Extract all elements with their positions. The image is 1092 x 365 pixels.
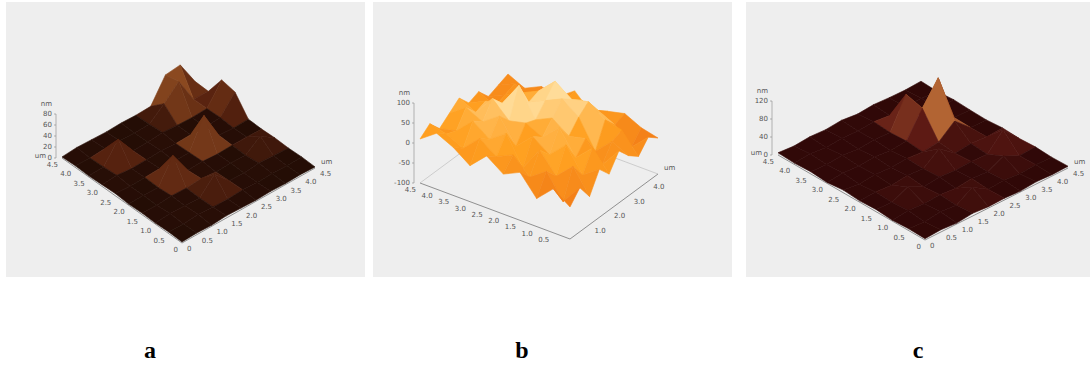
svg-text:1.0: 1.0 xyxy=(877,224,888,232)
svg-text:4.5: 4.5 xyxy=(405,186,416,194)
svg-text:3.5: 3.5 xyxy=(796,177,807,185)
svg-text:1.5: 1.5 xyxy=(231,220,242,228)
svg-text:um: um xyxy=(664,164,675,172)
svg-text:0.5: 0.5 xyxy=(894,234,905,242)
svg-text:b: b xyxy=(515,337,528,363)
svg-text:0.5: 0.5 xyxy=(946,234,957,242)
svg-text:2.0: 2.0 xyxy=(845,205,856,213)
svg-text:2.0: 2.0 xyxy=(114,208,125,216)
svg-text:4.0: 4.0 xyxy=(305,178,316,186)
svg-text:0: 0 xyxy=(917,243,921,251)
svg-text:a: a xyxy=(144,337,156,363)
svg-text:60: 60 xyxy=(43,121,52,129)
svg-text:2.5: 2.5 xyxy=(472,211,483,219)
svg-text:1.5: 1.5 xyxy=(978,218,989,226)
svg-text:2.5: 2.5 xyxy=(261,203,272,211)
svg-text:2.0: 2.0 xyxy=(614,212,625,220)
svg-text:80: 80 xyxy=(43,110,52,118)
svg-text:nm: nm xyxy=(41,100,52,108)
svg-text:1.0: 1.0 xyxy=(595,227,606,235)
svg-text:-50: -50 xyxy=(399,159,410,167)
svg-text:3.0: 3.0 xyxy=(1025,194,1036,202)
svg-text:2.5: 2.5 xyxy=(828,196,839,204)
svg-text:3.5: 3.5 xyxy=(438,198,449,206)
svg-text:um: um xyxy=(751,149,762,157)
svg-text:0: 0 xyxy=(48,154,52,162)
svg-text:3.0: 3.0 xyxy=(87,189,98,197)
svg-text:2.5: 2.5 xyxy=(1009,202,1020,210)
svg-text:3.0: 3.0 xyxy=(634,198,645,206)
svg-text:2.0: 2.0 xyxy=(246,212,257,220)
svg-text:40: 40 xyxy=(43,132,52,140)
svg-text:um: um xyxy=(1074,158,1085,166)
svg-text:1.0: 1.0 xyxy=(962,226,973,234)
svg-text:3.5: 3.5 xyxy=(1041,186,1052,194)
svg-text:50: 50 xyxy=(401,119,410,127)
svg-text:2.0: 2.0 xyxy=(994,210,1005,218)
svg-text:4.0: 4.0 xyxy=(653,183,664,191)
svg-text:um: um xyxy=(35,152,46,160)
svg-text:4.0: 4.0 xyxy=(422,192,433,200)
svg-text:3.0: 3.0 xyxy=(276,195,287,203)
svg-text:0: 0 xyxy=(764,151,768,159)
svg-text:4.0: 4.0 xyxy=(1057,178,1068,186)
svg-text:4.5: 4.5 xyxy=(47,161,58,169)
svg-text:3.5: 3.5 xyxy=(290,187,301,195)
svg-text:0.5: 0.5 xyxy=(154,237,165,245)
svg-text:40: 40 xyxy=(759,133,768,141)
svg-text:4.0: 4.0 xyxy=(60,170,71,178)
svg-text:4.5: 4.5 xyxy=(1073,170,1084,178)
svg-text:0: 0 xyxy=(174,246,178,254)
svg-text:3.5: 3.5 xyxy=(74,180,85,188)
svg-text:1.5: 1.5 xyxy=(861,215,872,223)
svg-text:1.0: 1.0 xyxy=(217,228,228,236)
svg-text:1.0: 1.0 xyxy=(140,227,151,235)
svg-text:nm: nm xyxy=(757,87,768,95)
svg-text:100: 100 xyxy=(397,99,410,107)
svg-text:4.5: 4.5 xyxy=(320,170,331,178)
svg-text:0.5: 0.5 xyxy=(202,237,213,245)
svg-text:1.5: 1.5 xyxy=(127,218,138,226)
svg-text:4.5: 4.5 xyxy=(763,158,774,166)
svg-text:80: 80 xyxy=(759,115,768,123)
svg-text:3.0: 3.0 xyxy=(455,205,466,213)
svg-text:0: 0 xyxy=(406,139,410,147)
svg-text:c: c xyxy=(913,337,924,363)
svg-text:um: um xyxy=(321,158,332,166)
svg-text:nm: nm xyxy=(399,89,410,97)
svg-text:120: 120 xyxy=(755,97,768,105)
svg-text:1.0: 1.0 xyxy=(522,230,533,238)
svg-text:2.5: 2.5 xyxy=(100,199,111,207)
svg-text:0: 0 xyxy=(187,245,191,253)
svg-text:-100: -100 xyxy=(394,179,410,187)
svg-text:0.5: 0.5 xyxy=(538,236,549,244)
svg-text:4.0: 4.0 xyxy=(779,167,790,175)
svg-text:3.0: 3.0 xyxy=(812,186,823,194)
svg-text:0: 0 xyxy=(930,242,934,250)
svg-text:20: 20 xyxy=(43,143,52,151)
svg-text:2.0: 2.0 xyxy=(488,217,499,225)
svg-text:1.5: 1.5 xyxy=(505,223,516,231)
